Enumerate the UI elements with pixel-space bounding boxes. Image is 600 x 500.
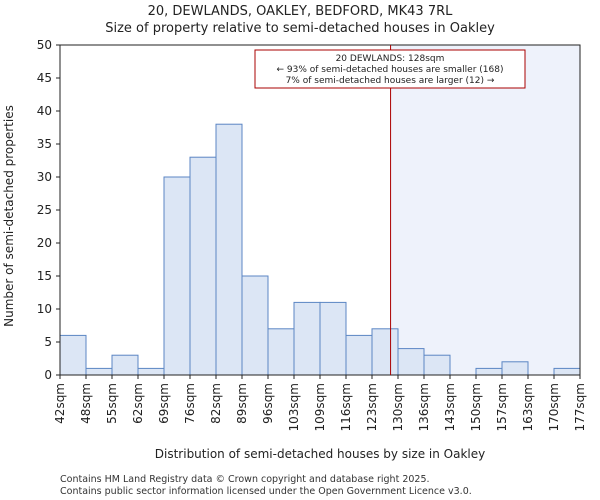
chart-subtitle: Size of property relative to semi-detach… <box>105 21 495 36</box>
x-tick-label: 157sqm <box>495 383 509 431</box>
x-tick-label: 170sqm <box>547 383 561 431</box>
y-axis-label: Number of semi-detached properties <box>2 105 16 327</box>
x-tick-label: 103sqm <box>287 383 301 431</box>
x-tick-label: 82sqm <box>209 383 223 424</box>
footer-line-1: Contains HM Land Registry data © Crown c… <box>60 474 430 485</box>
x-tick-label: 163sqm <box>521 383 535 431</box>
bar <box>423 354 451 376</box>
bar <box>215 123 243 376</box>
x-tick-label: 143sqm <box>443 383 457 431</box>
annotation-box <box>254 49 526 89</box>
bar <box>241 275 269 376</box>
y-tick-label: 25 <box>37 203 52 217</box>
bar <box>85 367 113 376</box>
x-tick-label: 109sqm <box>313 383 327 431</box>
annotation-line-1: 20 DEWLANDS: 128sqm <box>336 54 445 64</box>
y-tick-label: 20 <box>37 236 52 250</box>
x-tick-label: 76sqm <box>183 383 197 424</box>
x-tick-label: 177sqm <box>573 383 587 431</box>
footer-line-2: Contains public sector information licen… <box>60 486 472 497</box>
x-tick-label: 150sqm <box>469 383 483 431</box>
x-tick-label: 48sqm <box>79 383 93 424</box>
bar <box>293 301 321 376</box>
x-tick-label: 62sqm <box>131 383 145 424</box>
bar <box>345 334 373 376</box>
bar <box>319 301 347 376</box>
bar <box>59 334 87 376</box>
bar <box>501 361 529 376</box>
y-tick-label: 30 <box>37 170 52 184</box>
x-tick-label: 69sqm <box>157 383 171 424</box>
x-tick-label: 89sqm <box>235 383 249 424</box>
bar <box>397 348 425 376</box>
annotation-line-2: ← 93% of semi-detached houses are smalle… <box>277 65 504 75</box>
y-tick-label: 15 <box>37 269 52 283</box>
bar <box>475 367 503 376</box>
bar <box>371 328 399 376</box>
y-tick-label: 0 <box>44 368 52 382</box>
y-tick-label: 10 <box>37 302 52 316</box>
x-tick-label: 55sqm <box>105 383 119 424</box>
x-tick-label: 136sqm <box>417 383 431 431</box>
plot-area: 0 5 10 15 20 25 30 35 40 45 50 42sqm 48sqm 55sqm 62sqm… <box>37 38 587 431</box>
x-tick-label: 116sqm <box>339 383 353 431</box>
bar <box>111 354 139 376</box>
bar <box>553 367 581 376</box>
shaded-region <box>390 45 580 375</box>
y-tick-label: 5 <box>44 335 52 349</box>
bar <box>163 176 191 376</box>
bar <box>189 156 217 376</box>
y-tick-label: 35 <box>37 137 52 151</box>
x-tick-label: 96sqm <box>261 383 275 424</box>
y-tick-label: 40 <box>37 104 52 118</box>
x-axis-label: Distribution of semi-detached houses by … <box>155 447 485 461</box>
bar <box>137 367 165 376</box>
annotation-line-3: 7% of semi-detached houses are larger (1… <box>286 76 495 86</box>
x-tick-label: 123sqm <box>365 383 379 431</box>
x-tick-label: 42sqm <box>53 383 67 424</box>
y-tick-label: 45 <box>37 71 52 85</box>
x-tick-label: 130sqm <box>391 383 405 431</box>
bar <box>267 328 295 376</box>
chart-title: 20, DEWLANDS, OAKLEY, BEDFORD, MK43 7RL <box>148 4 454 19</box>
y-tick-label: 50 <box>37 38 52 52</box>
